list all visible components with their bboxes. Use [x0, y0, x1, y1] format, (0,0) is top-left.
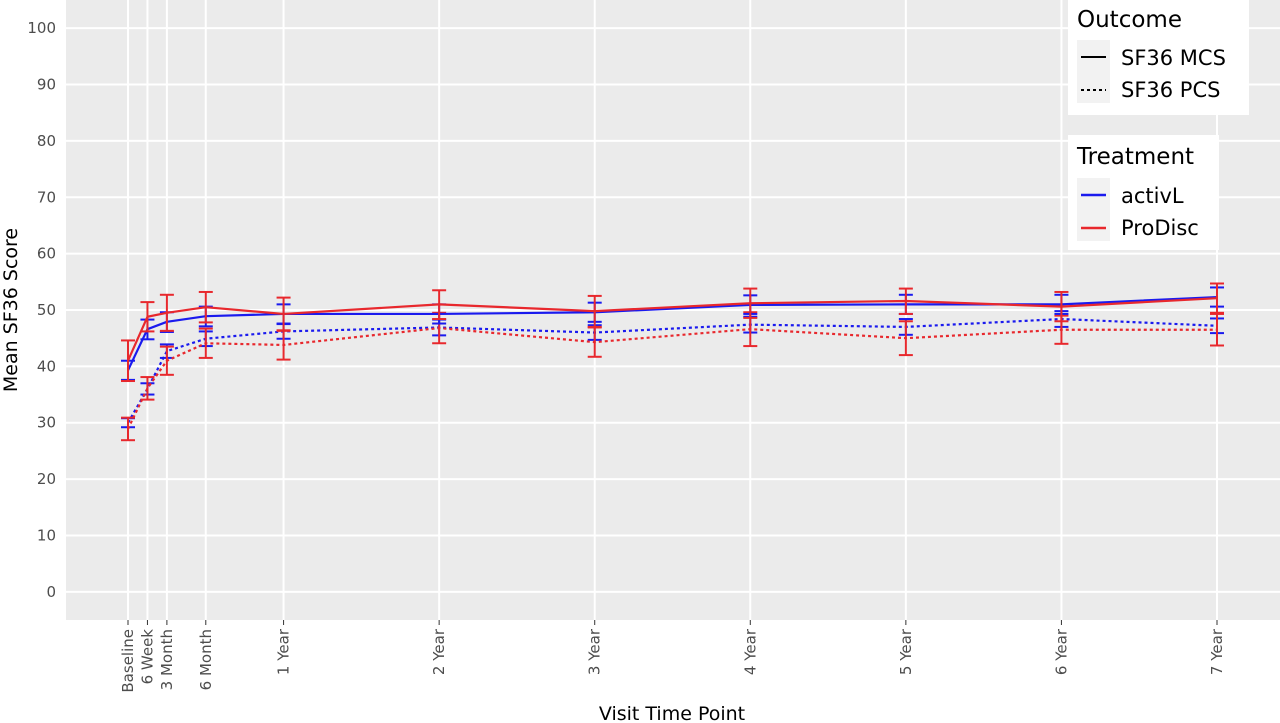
x-axis-title: Visit Time Point — [599, 703, 745, 723]
y-tick-label: 30 — [37, 414, 56, 432]
x-axis: Baseline 6 Week 3 Month 6 Month 1 Year 2 Year… — [119, 620, 1226, 693]
y-tick-label: 70 — [37, 188, 56, 206]
x-tick-label: 3 Month — [158, 629, 176, 690]
y-tick-label: 90 — [37, 76, 56, 94]
series-line — [127, 326, 1217, 430]
y-tick-label: 0 — [46, 583, 56, 601]
x-tick-label: 3 Year — [586, 628, 604, 675]
y-tick-label: 60 — [37, 245, 56, 263]
y-tick-label: 10 — [37, 526, 56, 544]
x-tick-label: 1 Year — [275, 628, 293, 675]
x-tick-label: 4 Year — [741, 628, 759, 675]
x-tick-label: 6 Week — [138, 629, 156, 685]
y-tick-label: 20 — [37, 470, 56, 488]
legend-treatment-label-prodisc: ProDisc — [1121, 216, 1199, 240]
legend-treatment-label-activl: activL — [1121, 184, 1184, 208]
x-tick-label: 6 Year — [1052, 628, 1070, 675]
x-tick-label: Baseline — [119, 629, 137, 693]
legend-treatment-title: Treatment — [1076, 144, 1194, 170]
y-tick-label: 100 — [27, 19, 56, 37]
legend-outcome-label-pcs: SF36 PCS — [1121, 78, 1220, 102]
legend-outcome: Outcome SF36 MCS SF36 PCS — [1068, 0, 1249, 115]
legend-treatment-key-bg — [1077, 178, 1110, 241]
series-prodisc-sf36-mcs — [121, 282, 1224, 383]
x-tick-label: 7 Year — [1208, 628, 1226, 675]
y-tick-label: 80 — [37, 132, 56, 150]
x-tick-label: 6 Month — [197, 629, 215, 690]
y-tick-label: 40 — [37, 357, 56, 375]
y-axis-title: Mean SF36 Score — [0, 228, 22, 392]
legend-outcome-label-mcs: SF36 MCS — [1121, 46, 1226, 70]
x-tick-label: 5 Year — [897, 628, 915, 675]
series-layer — [121, 282, 1224, 442]
x-tick-label: 2 Year — [430, 628, 448, 675]
legend-outcome-title: Outcome — [1077, 7, 1182, 33]
y-axis: 0 10 20 30 40 50 60 70 80 90 100 — [27, 19, 56, 601]
series-line — [126, 297, 1218, 362]
legend-treatment: Treatment activL ProDisc — [1068, 135, 1219, 250]
y-tick-label: 50 — [37, 301, 56, 319]
legend-outcome-key-bg — [1077, 40, 1110, 103]
